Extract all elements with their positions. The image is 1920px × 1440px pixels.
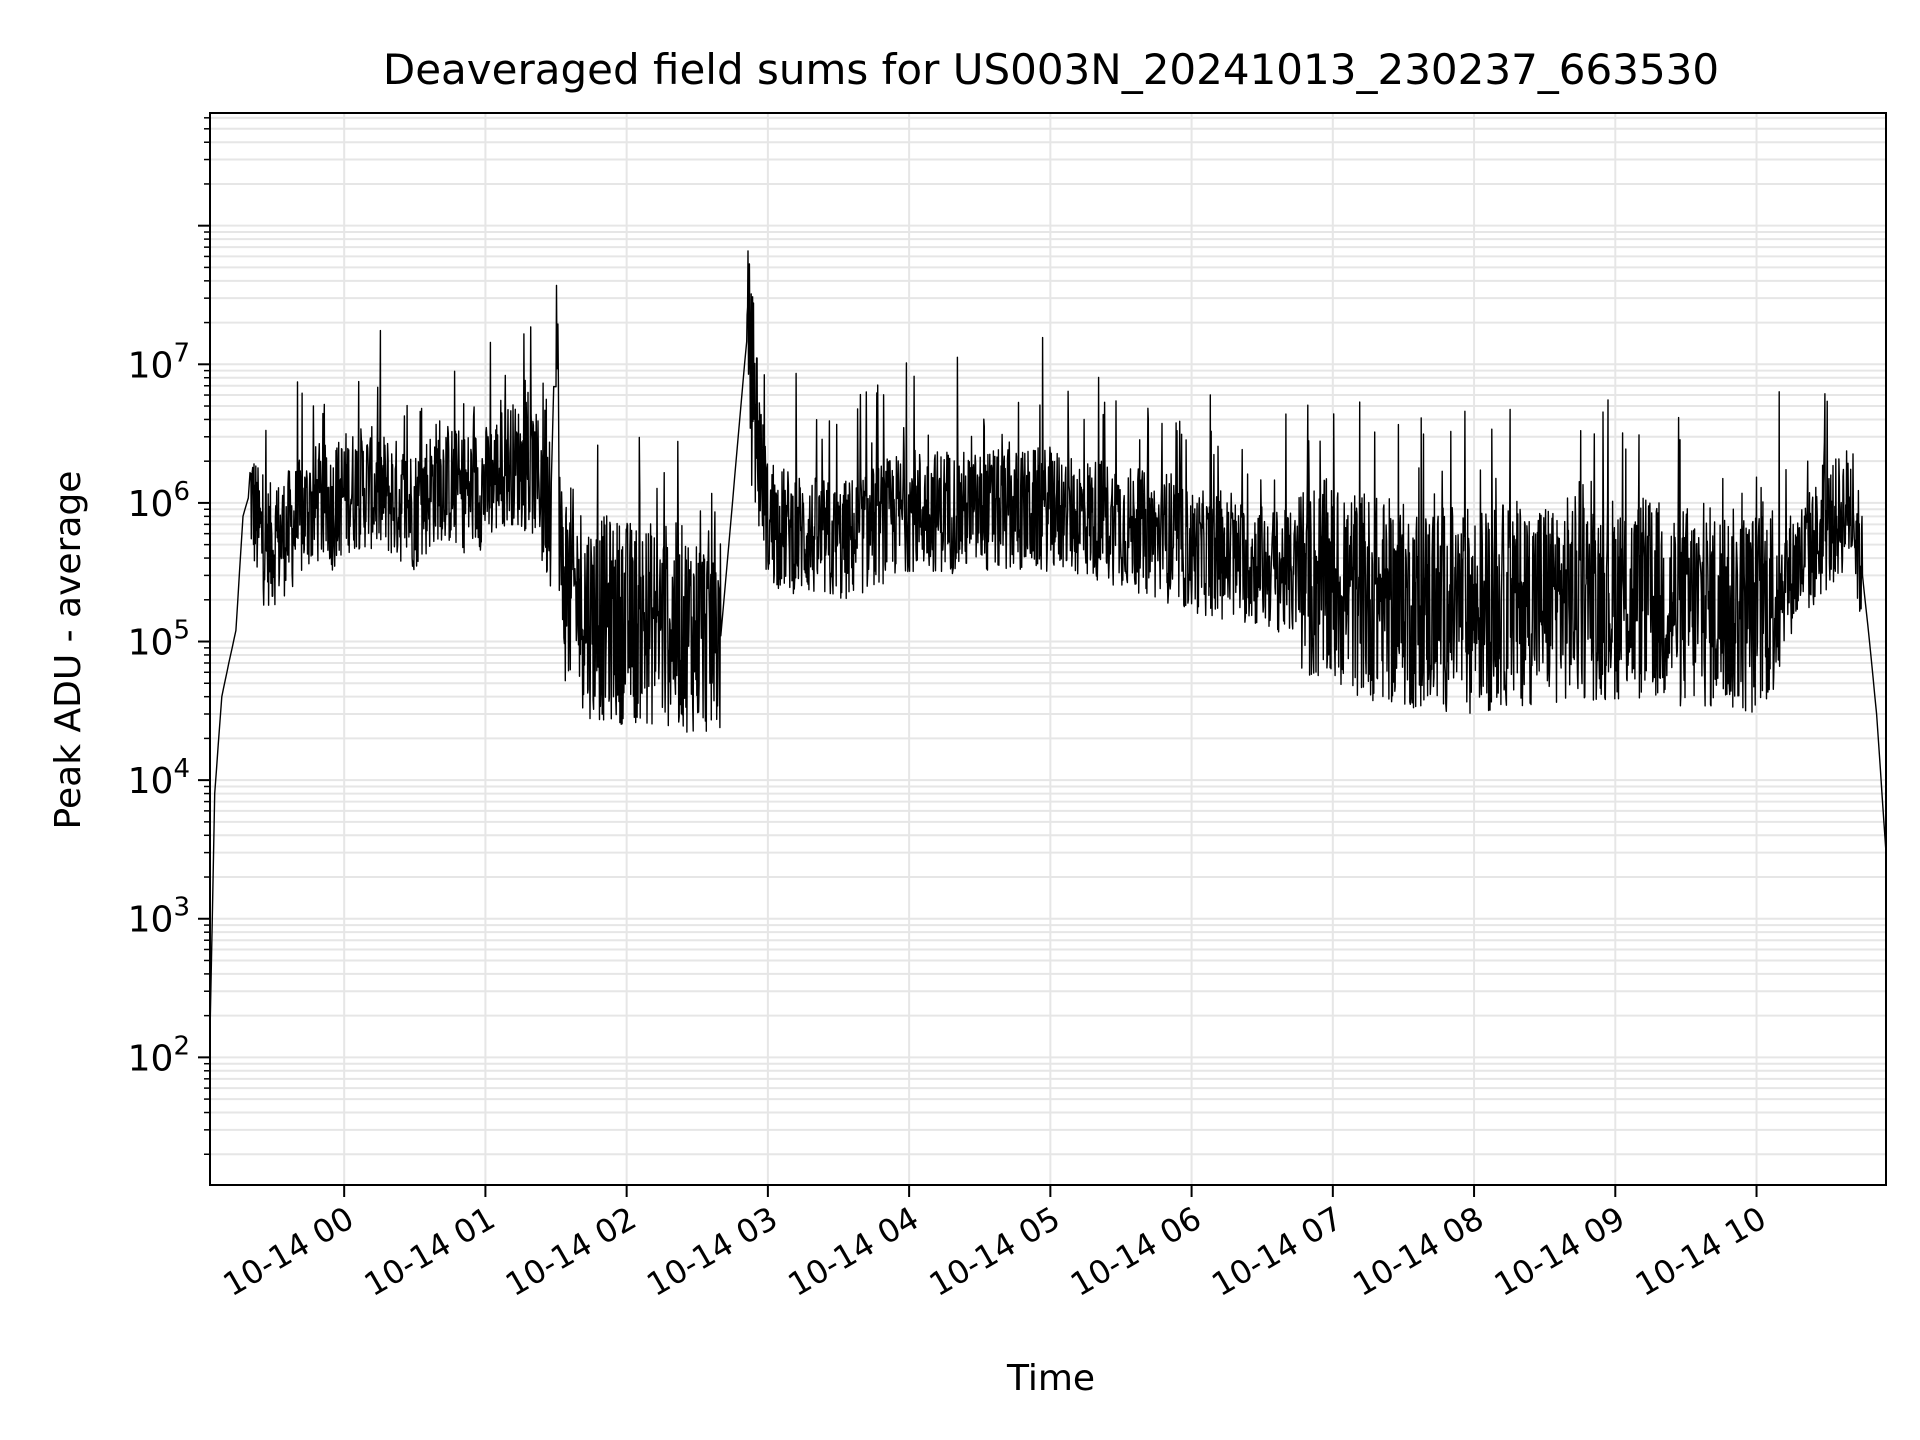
axes-frame xyxy=(209,112,1887,1186)
y-tick-base: 10 xyxy=(128,761,174,802)
y-tick-exponent: 3 xyxy=(173,893,190,923)
y-tick-exponent: 4 xyxy=(173,754,190,784)
chart-title: Deaveraged field sums for US003N_2024101… xyxy=(383,45,1719,94)
y-tick-base: 10 xyxy=(128,1038,174,1079)
grid xyxy=(210,113,1886,1185)
series-line xyxy=(209,250,1887,1034)
y-tick-exponent: 2 xyxy=(173,1031,190,1061)
y-tick-label: 105 xyxy=(128,616,190,664)
y-tick-base: 10 xyxy=(128,900,174,941)
y-tick-label: 104 xyxy=(128,754,190,802)
y-tick-exponent: 6 xyxy=(173,477,190,507)
y-tick-label: 107 xyxy=(128,338,190,386)
y-tick-base: 10 xyxy=(128,484,174,525)
y-axis-label: Peak ADU - average xyxy=(48,471,89,830)
y-tick-label: 106 xyxy=(128,477,190,525)
y-tick-exponent: 5 xyxy=(173,616,190,646)
y-tick-label: 102 xyxy=(128,1031,190,1079)
series-layer xyxy=(209,250,1887,1034)
y-tick-exponent: 7 xyxy=(173,338,190,368)
x-axis-label: Time xyxy=(1006,1358,1095,1399)
y-tick-base: 10 xyxy=(128,345,174,386)
y-tick-label: 103 xyxy=(128,893,190,941)
y-tick-base: 10 xyxy=(128,623,174,664)
